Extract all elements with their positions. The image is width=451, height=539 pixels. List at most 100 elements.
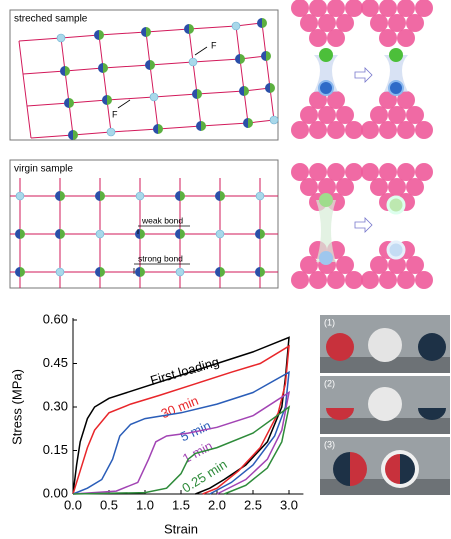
node-half — [64, 98, 69, 108]
node-half — [140, 229, 145, 239]
photo-label: (3) — [324, 439, 335, 449]
particle — [345, 271, 363, 289]
particle — [318, 14, 336, 32]
blue-bead — [318, 80, 334, 96]
node-half — [260, 229, 265, 239]
bond-neck — [316, 200, 336, 262]
particle — [300, 256, 318, 274]
particle — [388, 106, 406, 124]
node-half — [60, 229, 65, 239]
node-half — [65, 66, 70, 76]
particle — [406, 106, 424, 124]
particle — [309, 91, 327, 109]
particle — [327, 0, 345, 17]
weak-node — [55, 267, 65, 277]
node-half — [175, 229, 180, 239]
x-tick-label: 2.0 — [208, 497, 226, 512]
particle — [379, 163, 397, 181]
node-half — [55, 229, 60, 239]
node-half — [260, 267, 265, 277]
blue-bead — [386, 240, 406, 260]
node-half — [243, 118, 248, 128]
weak-node — [56, 33, 66, 43]
y-tick-label: 0.15 — [43, 442, 68, 457]
particle — [345, 163, 363, 181]
particle — [327, 121, 345, 139]
particle — [379, 0, 397, 17]
node-half — [100, 191, 105, 201]
y-axis-label: Stress (MPa) — [9, 369, 24, 445]
particle — [397, 29, 415, 47]
disc — [368, 387, 402, 421]
node-half — [248, 118, 253, 128]
particle — [379, 121, 397, 139]
blue-bead — [319, 251, 333, 265]
node-half — [244, 86, 249, 96]
node-half — [257, 18, 262, 28]
chain — [145, 31, 159, 130]
green-bead — [389, 48, 403, 62]
x-tick-label: 0.5 — [100, 497, 118, 512]
particle — [397, 91, 415, 109]
series-line — [72, 405, 291, 495]
photo-label: (1) — [324, 317, 335, 327]
particle — [379, 29, 397, 47]
node-half — [102, 95, 107, 105]
arrow — [354, 217, 373, 233]
node-half — [15, 229, 20, 239]
chain — [261, 22, 275, 121]
particle — [406, 256, 424, 274]
node-half — [262, 18, 267, 28]
particle — [309, 163, 327, 181]
particle — [397, 0, 415, 17]
node-half — [98, 63, 103, 73]
node-half — [215, 267, 220, 277]
node-half — [68, 130, 73, 140]
particle — [397, 163, 415, 181]
node-half — [184, 24, 189, 34]
virgin-label: virgin sample — [14, 164, 73, 175]
particle — [379, 91, 397, 109]
y-tick-label: 0.45 — [43, 355, 68, 370]
node-half — [158, 124, 163, 134]
particle — [388, 178, 406, 196]
particle — [336, 14, 354, 32]
particle — [415, 0, 433, 17]
node-half — [94, 30, 99, 40]
particle — [345, 121, 363, 139]
node-half — [140, 267, 145, 277]
node-half — [255, 229, 260, 239]
particle — [370, 106, 388, 124]
node-half — [60, 191, 65, 201]
weak-node — [15, 191, 25, 201]
node-half — [135, 267, 140, 277]
series-label: First loading — [149, 354, 221, 388]
x-tick-label: 1.5 — [172, 497, 190, 512]
node-half — [135, 229, 140, 239]
green-bead — [319, 193, 333, 207]
node-half — [60, 66, 65, 76]
particle — [327, 91, 345, 109]
particle — [327, 271, 345, 289]
disc — [350, 452, 367, 486]
node-half — [215, 191, 220, 201]
particle — [379, 271, 397, 289]
x-tick-label: 2.5 — [244, 497, 262, 512]
weak-node — [135, 191, 145, 201]
arrow — [354, 67, 373, 83]
particle — [361, 0, 379, 17]
particle — [318, 106, 336, 124]
node-half — [153, 124, 158, 134]
particle — [388, 14, 406, 32]
node-half — [145, 60, 150, 70]
virgin-panel — [9, 159, 279, 289]
chain — [188, 28, 202, 127]
particle — [406, 14, 424, 32]
particle — [300, 178, 318, 196]
node-half — [239, 86, 244, 96]
photo-floor — [320, 357, 450, 373]
node-half — [196, 121, 201, 131]
node-half — [141, 27, 146, 37]
weak-node — [269, 115, 279, 125]
